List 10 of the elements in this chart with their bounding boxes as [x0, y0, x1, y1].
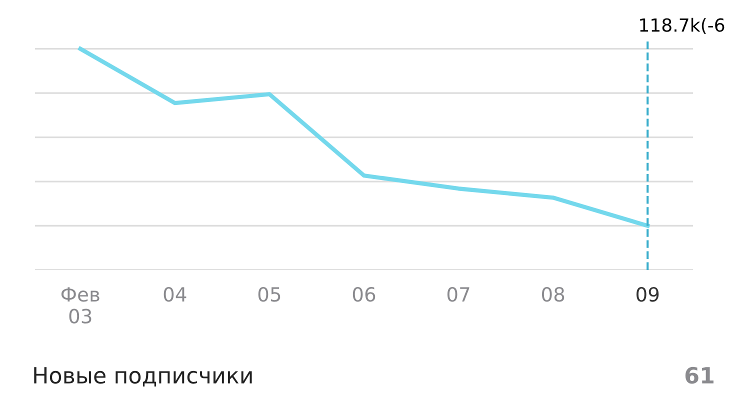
x-tick-label: 05 [258, 287, 280, 302]
text: Новые подписчики [34, 367, 252, 386]
x-tick-label: 07 [447, 287, 470, 302]
ref-line-label: 118.7k(-6 [640, 18, 724, 34]
text: 61 [685, 366, 714, 384]
x-tick-label: 04 [164, 287, 186, 302]
x-tick-label: 08 [542, 287, 564, 302]
x-tick-label: Фев 03 [61, 287, 100, 324]
x-tick-label: 06 [352, 287, 376, 302]
x-tick-label: 09 [636, 287, 659, 302]
